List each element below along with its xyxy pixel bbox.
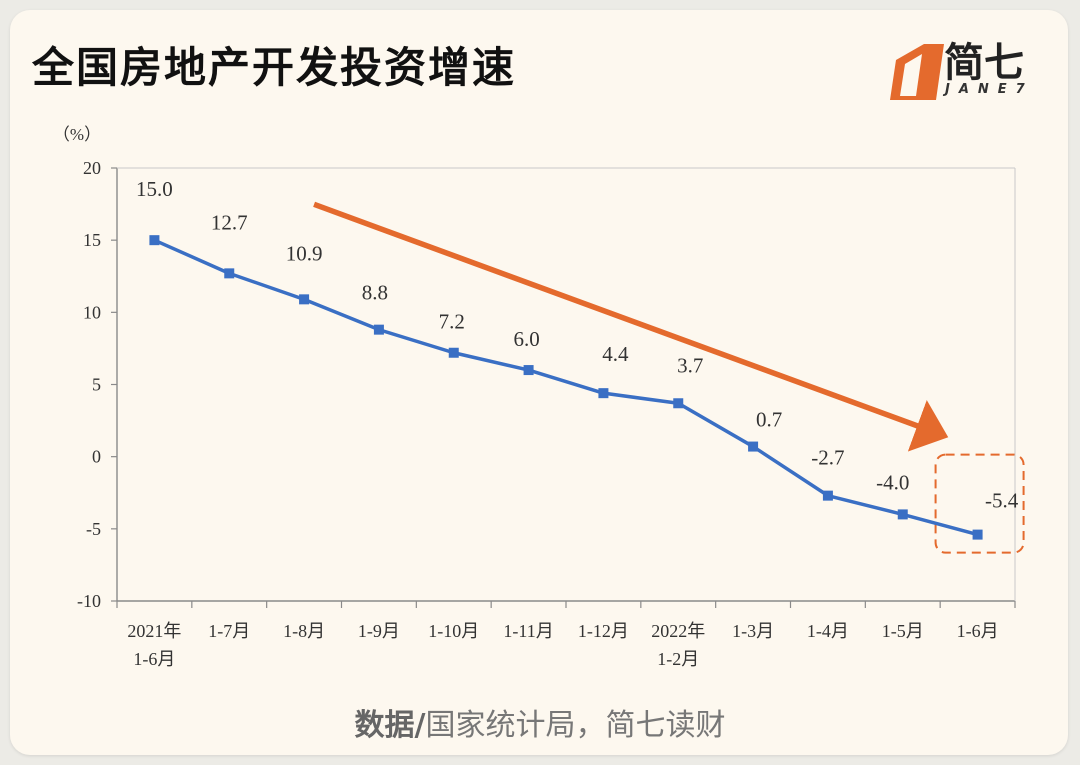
data-point-marker <box>373 324 384 335</box>
y-tick-label: -5 <box>86 519 101 539</box>
x-tick-label: 1-6月 <box>957 621 999 641</box>
data-point-marker <box>673 398 684 409</box>
x-tick-label: 1-7月 <box>208 621 250 641</box>
x-tick-label: 2021年 <box>127 621 181 641</box>
data-point-marker <box>448 347 459 358</box>
x-tick-label: 1-9月 <box>358 621 400 641</box>
x-tick-label: 1-3月 <box>732 621 774 641</box>
source-text: 国家统计局，简七读财 <box>425 708 726 743</box>
x-tick-label: 1-12月 <box>578 621 629 641</box>
x-tick-label: 1-2月 <box>657 649 699 669</box>
data-point-marker <box>598 388 609 399</box>
series-line <box>153 238 979 537</box>
x-tick-label: 1-8月 <box>283 621 325 641</box>
data-label: 8.8 <box>362 281 388 305</box>
data-point-marker <box>822 490 833 501</box>
data-point-marker <box>748 441 759 452</box>
y-tick-label: 5 <box>92 375 101 395</box>
data-label: 10.9 <box>286 241 323 265</box>
x-tick-label: 1-6月 <box>133 649 175 669</box>
brand-logo-icon <box>890 44 944 100</box>
data-label: 3.7 <box>677 353 703 377</box>
x-tick-label: 2022年 <box>651 621 705 641</box>
source-note: 数据/国家统计局，简七读财 <box>0 700 1080 744</box>
data-point-marker <box>523 365 534 376</box>
x-tick-label: 1-5月 <box>882 621 924 641</box>
data-label: 6.0 <box>513 327 539 351</box>
brand-logo-subtext: JANE7 <box>945 82 1034 97</box>
data-label: -4.0 <box>876 470 909 494</box>
data-point-marker <box>224 268 235 279</box>
data-label: -2.7 <box>811 446 844 470</box>
y-tick-label: 20 <box>83 158 101 178</box>
brand-logo-text: 简七 <box>944 40 1024 86</box>
y-tick-label: 10 <box>83 302 101 322</box>
data-label: 15.0 <box>136 177 173 201</box>
highlight-box <box>934 453 1025 554</box>
trend-arrow <box>313 201 949 452</box>
chart-card <box>10 10 1068 755</box>
x-tick-label: 1-4月 <box>807 621 849 641</box>
x-tick-label: 1-10月 <box>428 621 479 641</box>
data-point-marker <box>149 235 160 246</box>
data-label: 12.7 <box>211 210 248 234</box>
data-label: 7.2 <box>439 310 465 334</box>
data-label: 4.4 <box>602 342 629 366</box>
data-point-marker <box>897 509 908 520</box>
page-title: 全国房地产开发投资增速 <box>32 43 517 92</box>
x-tick-label: 1-11月 <box>503 621 553 641</box>
y-tick-label: 15 <box>83 230 101 250</box>
data-label: 0.7 <box>756 408 782 432</box>
data-point-marker <box>972 529 983 540</box>
y-unit-label: （%） <box>53 125 101 144</box>
y-tick-label: 0 <box>92 447 101 467</box>
data-label: -5.4 <box>985 489 1019 513</box>
data-point-marker <box>299 294 310 305</box>
source-prefix: 数据/ <box>354 708 426 743</box>
y-tick-label: -10 <box>77 591 101 611</box>
